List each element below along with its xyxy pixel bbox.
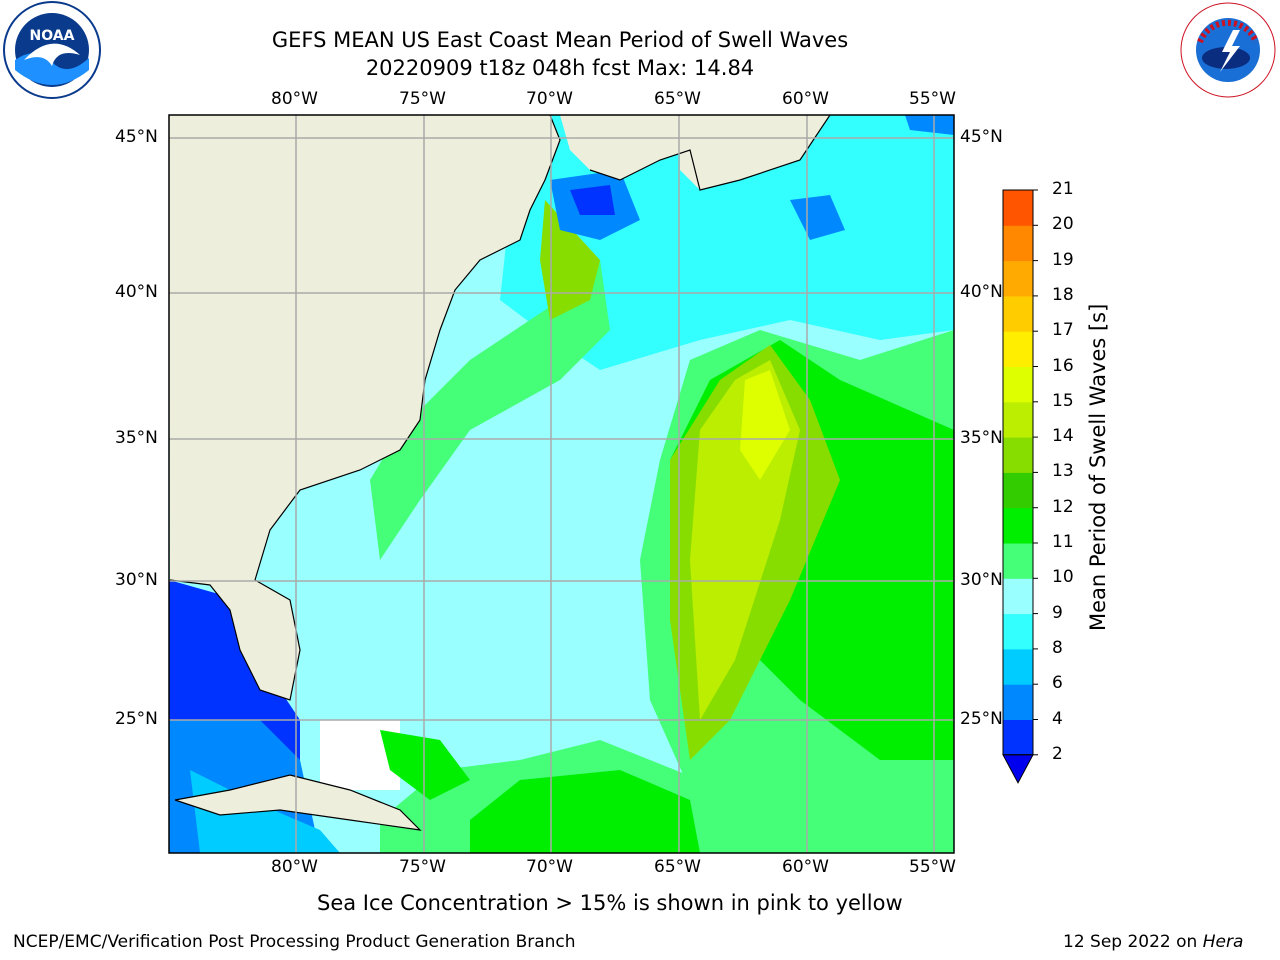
- lat-label-right: 25°N: [960, 709, 1003, 729]
- sea-ice-caption: Sea Ice Concentration > 15% is shown in …: [317, 891, 903, 915]
- colorbar-segment: [1003, 260, 1033, 297]
- footer-branch: NCEP/EMC/Verification Post Processing Pr…: [13, 932, 576, 952]
- lon-label-bottom: 80°W: [271, 857, 318, 877]
- colorbar-tick-label: 8: [1052, 637, 1063, 658]
- lat-label-right: 45°N: [960, 127, 1003, 147]
- colorbar-segment: [1003, 543, 1033, 579]
- colorbar-tick-label: 16: [1052, 355, 1074, 376]
- lon-label-top: 75°W: [399, 89, 446, 109]
- colorbar-segment: [1003, 578, 1033, 615]
- colorbar-tick-label: 14: [1052, 426, 1074, 447]
- graticule: [169, 115, 954, 853]
- colorbar-tick-label: 12: [1052, 496, 1074, 517]
- lat-label-right: 30°N: [960, 570, 1003, 590]
- map-frame: [168, 114, 955, 854]
- colorbar-tick-label: 18: [1052, 284, 1074, 305]
- lon-label-bottom: 70°W: [526, 857, 573, 877]
- colorbar-tick-labels: 2 4 6 8 9 10 11 12 13 14 15 16 17 18 19 20 21: [1052, 179, 1092, 790]
- national-weather-service-logo-icon: [1178, 0, 1278, 100]
- colorbar-tick-label: 9: [1052, 602, 1063, 623]
- footer-date-text: 12 Sep 2022 on: [1063, 932, 1198, 952]
- colorbar-tick-label: 4: [1052, 708, 1063, 729]
- lon-label-bottom: 75°W: [399, 857, 446, 877]
- footer-machine: Hera: [1202, 932, 1244, 952]
- lon-label-top: 70°W: [526, 89, 573, 109]
- noaa-logo-text: NOAA: [30, 28, 75, 44]
- lon-label-top: 65°W: [654, 89, 701, 109]
- colorbar-tick-label: 15: [1052, 390, 1074, 411]
- lon-label-bottom: 60°W: [782, 857, 829, 877]
- footer-date: 12 Sep 2022 on Hera: [1063, 932, 1243, 952]
- lat-label-left: 45°N: [115, 127, 158, 147]
- colorbar-segment: [1003, 295, 1033, 332]
- colorbar-segment: [1003, 366, 1033, 403]
- lon-label-bottom: 65°W: [654, 857, 701, 877]
- lon-label-top: 60°W: [782, 89, 829, 109]
- noaa-logo-icon: NOAA: [2, 0, 102, 100]
- colorbar: [1002, 189, 1038, 784]
- lat-label-left: 40°N: [115, 282, 158, 302]
- colorbar-tick-label: 13: [1052, 461, 1074, 482]
- lon-label-bottom: 55°W: [909, 857, 956, 877]
- colorbar-segment: [1003, 719, 1033, 756]
- colorbar-segment: [1003, 684, 1033, 720]
- colorbar-segment: [1003, 613, 1033, 650]
- colorbar-tick-label: 2: [1052, 743, 1063, 764]
- colorbar-tick-label: 20: [1052, 214, 1074, 235]
- colorbar-segment: [1003, 331, 1033, 367]
- lat-label-right: 35°N: [960, 428, 1003, 448]
- colorbar-segment: [1003, 648, 1033, 685]
- colorbar-extend-triangle: [1002, 754, 1034, 784]
- colorbar-tick-label: 6: [1052, 673, 1063, 694]
- colorbar-segment: [1003, 437, 1033, 473]
- map-field: [169, 115, 954, 853]
- colorbar-tick-label: 17: [1052, 320, 1074, 341]
- lat-label-right: 40°N: [960, 282, 1003, 302]
- lon-label-top: 55°W: [909, 89, 956, 109]
- colorbar-tick-label: 19: [1052, 249, 1074, 270]
- colorbar-segment: [1003, 507, 1033, 544]
- colorbar-segment: [1003, 190, 1033, 226]
- colorbar-tick-label: 11: [1052, 532, 1074, 552]
- lon-label-top: 80°W: [271, 89, 318, 109]
- colorbar-tick-label: 10: [1052, 567, 1074, 588]
- colorbar-label: Mean Period of Swell Waves [s]: [1086, 303, 1110, 631]
- map-title: GEFS MEAN US East Coast Mean Period of S…: [271, 28, 849, 52]
- lat-label-left: 25°N: [115, 709, 158, 729]
- colorbar-segment: [1003, 401, 1033, 438]
- lat-label-left: 30°N: [115, 570, 158, 590]
- colorbar-segment: [1003, 472, 1033, 509]
- colorbar-tick-label: 21: [1052, 179, 1074, 199]
- colorbar-segment: [1003, 225, 1033, 262]
- lat-label-left: 35°N: [115, 428, 158, 448]
- map-subtitle: 20220909 t18z 048h fcst Max: 14.84: [365, 56, 755, 80]
